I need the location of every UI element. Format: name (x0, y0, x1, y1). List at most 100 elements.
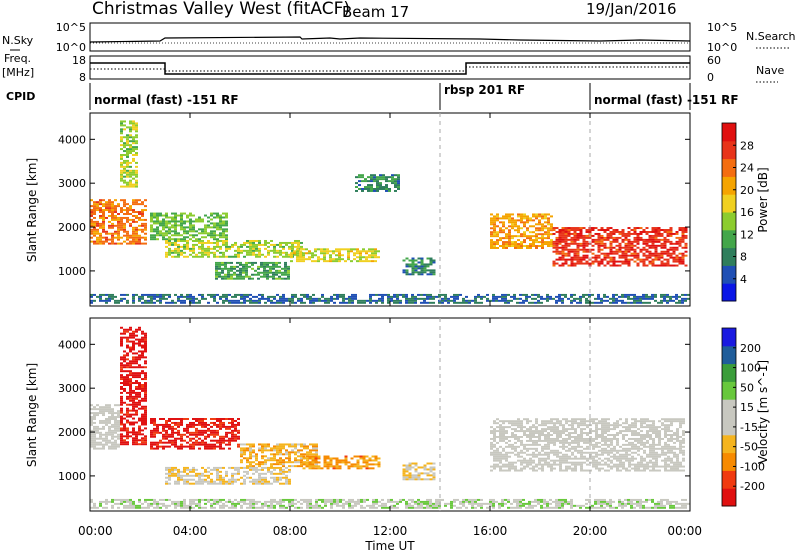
power-colorbar-tick-label-1: 28 (740, 139, 754, 152)
power-panel: 1000 2000 3000 4000 Slant Range [km] 28 24 20… (25, 112, 770, 307)
velocity-colorbar-swatch (722, 488, 736, 507)
velocity-echo-region-6 (302, 455, 381, 470)
freq-right-tick-top: 60 (707, 54, 721, 67)
power-colorbar-swatch (722, 140, 736, 160)
power-echo-region-1 (90, 199, 147, 245)
velocity-colorbar-tick-label-3: 50 (740, 381, 754, 394)
velocity-y-tick-label-1: 1000 (58, 470, 86, 483)
velocity-colorbar-tick-label-5: -15 (740, 421, 758, 434)
power-colorbar-tick-label-6: 8 (740, 251, 747, 264)
power-colorbar-tick-label-4: 16 (740, 206, 754, 219)
noise-right-tick-bottom: 10^0 (707, 41, 737, 54)
freq-right-tick-bottom: 0 (707, 71, 714, 84)
power-echo-region-4 (165, 239, 303, 258)
power-colorbar-tick-label-2: 24 (740, 162, 754, 175)
velocity-colorbar-tick-label-1: 200 (740, 342, 761, 355)
x-axis-ticks: 00:00 04:00 08:00 12:00 16:00 20:00 00:00 (78, 113, 702, 538)
power-echo-region-8 (355, 174, 400, 192)
velocity-y-tick-label-4: 4000 (58, 338, 86, 351)
velocity-colorbar-tick-label-6: -50 (740, 441, 758, 454)
power-echo-region-7 (402, 257, 436, 276)
cpid-label: CPID (6, 90, 35, 103)
velocity-echo-region-9 (90, 498, 690, 509)
velocity-colorbar-tick-label-7: -100 (740, 460, 765, 473)
velocity-colorbar-swatch (722, 470, 736, 489)
power-y-axis-label: Slant Range [km] (25, 158, 39, 262)
station-title: Christmas Valley West (fitACF) (92, 0, 350, 19)
power-colorbar-swatch (722, 229, 736, 249)
velocity-colorbar-swatch (722, 345, 736, 365)
cpid-program-2: rbsp 201 RF (444, 83, 525, 97)
power-y-ticks: 1000 2000 3000 4000 (58, 133, 690, 278)
power-colorbar-swatch (722, 212, 736, 231)
power-colorbar-swatch (722, 158, 736, 177)
power-echo-region-3 (150, 212, 228, 241)
velocity-colorbar-swatch (722, 452, 736, 471)
velocity-colorbar-swatch (722, 399, 736, 418)
power-colorbar-tick-label-5: 12 (740, 228, 754, 241)
freq-left-tick-bottom: 8 (79, 71, 86, 84)
velocity-colorbar-label: Velocity [m s^-1] (756, 360, 770, 464)
velocity-colorbar-swatch (722, 381, 736, 400)
power-echo-region-6 (290, 248, 380, 263)
velocity-y-tick-label-2: 2000 (58, 426, 86, 439)
x-axis-label: Time UT (364, 539, 415, 553)
power-echo-region-10 (552, 227, 688, 267)
power-colorbar-swatch (722, 123, 736, 142)
power-colorbar-tick-label-3: 20 (740, 184, 754, 197)
x-tick-label-7: 00:00 (667, 524, 702, 538)
power-colorbar-swatch (722, 283, 736, 302)
velocity-echo-region-7 (402, 462, 436, 481)
power-colorbar-swatch (722, 265, 736, 284)
velocity-y-tick-label-3: 3000 (58, 382, 86, 395)
velocity-heatmap-cells (90, 326, 690, 509)
noise-right-tick-top: 10^5 (707, 21, 737, 34)
nave-trace (90, 66, 690, 72)
power-echo-region-2 (120, 120, 138, 188)
noise-panel: N.Sky 10^5 10^0 10^5 10^0 N.Search (2, 21, 796, 54)
power-y-tick-label-1: 1000 (58, 265, 86, 278)
noise-search-label: N.Search (746, 30, 796, 43)
velocity-colorbar-tick-label-4: 15 (740, 401, 754, 414)
x-tick-label-2: 04:00 (173, 524, 208, 538)
power-heatmap-cells (90, 120, 690, 304)
cpid-panel: CPID normal (fast) -151 RF rbsp 201 RF n… (6, 83, 739, 110)
x-tick-label-4: 12:00 (373, 524, 408, 538)
power-colorbar: 28 24 20 16 12 8 4 (721, 122, 754, 302)
power-echo-region-11 (90, 293, 690, 304)
noise-left-tick-bottom: 10^0 (56, 41, 86, 54)
power-colorbar-swatch (722, 247, 736, 266)
velocity-colorbar-swatch (722, 434, 736, 454)
power-colorbar-swatch (722, 194, 736, 213)
x-tick-label-1: 00:00 (78, 524, 113, 538)
power-echo-region-5 (215, 261, 290, 280)
power-colorbar-swatch (722, 176, 736, 195)
power-echo-region-9 (490, 213, 553, 249)
power-y-tick-label-2: 2000 (58, 221, 86, 234)
velocity-echo-region-5 (165, 466, 291, 485)
noise-sky-label: N.Sky (2, 34, 34, 47)
power-colorbar-tick-label-7: 4 (740, 273, 747, 286)
velocity-colorbar-swatch (722, 363, 736, 382)
freq-trace (90, 62, 690, 75)
noise-left-tick-top: 10^5 (56, 21, 86, 34)
freq-panel: Freq. [MHz] 18 8 60 0 Nave (2, 52, 784, 84)
power-y-tick-label-4: 4000 (58, 133, 86, 146)
velocity-panel: 1000 2000 3000 4000 Slant Range [km] 200 100… (25, 317, 770, 512)
power-y-tick-label-3: 3000 (58, 177, 86, 190)
velocity-colorbar-tick-label-8: -200 (740, 480, 765, 493)
cpid-program-1: normal (fast) -151 RF (94, 93, 239, 107)
velocity-colorbar-swatch (722, 328, 736, 347)
velocity-colorbar: 200 100 50 15 -15 -50 -100 -200 (721, 327, 765, 507)
velocity-y-ticks: 1000 2000 3000 4000 (58, 338, 690, 483)
freq-label-line2: [MHz] (2, 66, 34, 79)
velocity-colorbar-swatch (722, 417, 736, 436)
x-tick-label-5: 16:00 (473, 524, 508, 538)
cpid-program-3: normal (fast) -151 RF (594, 93, 739, 107)
freq-label-line1: Freq. (4, 52, 31, 65)
velocity-echo-region-8 (490, 418, 685, 472)
date-label: 19/Jan/2016 (586, 0, 677, 18)
beam-label: Beam 17 (342, 3, 409, 21)
velocity-echo-region-1 (90, 404, 120, 450)
